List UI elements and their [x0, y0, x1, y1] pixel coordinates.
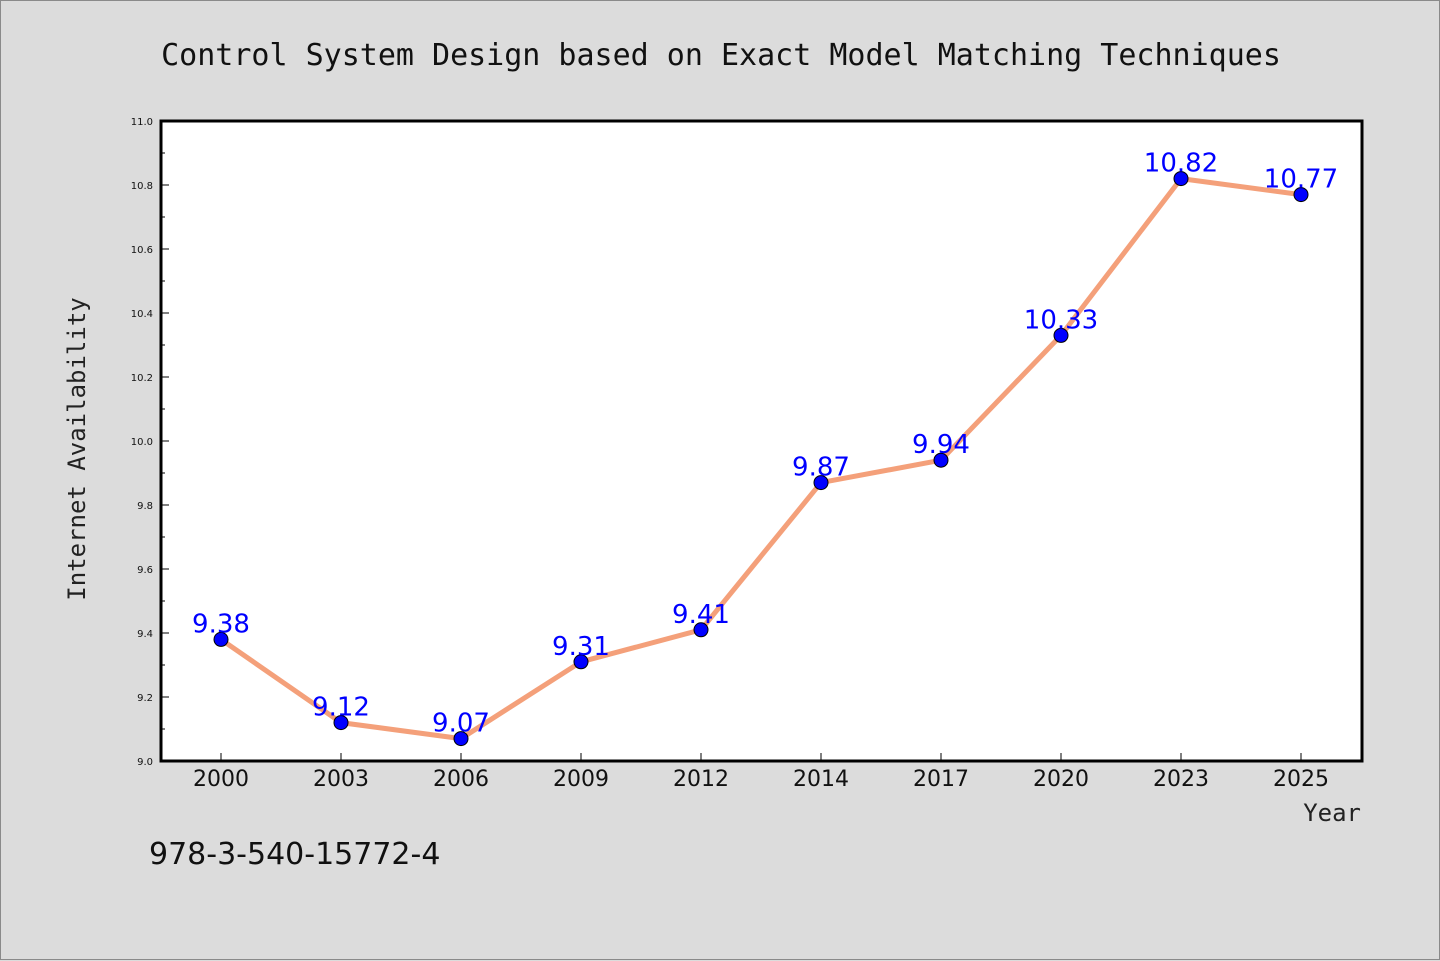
data-label: 9.87 — [792, 453, 850, 483]
data-label: 10.82 — [1144, 149, 1218, 179]
data-label: 9.31 — [552, 632, 610, 662]
data-point — [1293, 187, 1309, 203]
data-point — [573, 654, 589, 670]
y-axis: 9.0 9.2 9.4 9.6 9.8 10.0 10.2 10.4 10.6 10.8 11.0 — [131, 117, 169, 768]
y-tick-label: 9.2 — [137, 693, 153, 704]
data-label: 10.33 — [1024, 305, 1098, 335]
data-point — [453, 731, 469, 747]
data-label: 9.07 — [432, 709, 490, 739]
x-tick-label: 2009 — [553, 767, 609, 792]
series-line — [219, 176, 1302, 742]
y-tick-label: 9.4 — [137, 629, 153, 640]
y-tick-label: 10.2 — [131, 373, 153, 384]
data-label: 9.38 — [192, 609, 250, 639]
data-point — [693, 622, 709, 638]
data-label: 9.12 — [312, 693, 370, 723]
y-tick-label: 10.0 — [131, 437, 153, 448]
data-point — [813, 475, 829, 491]
x-tick-label: 2023 — [1153, 767, 1209, 792]
y-tick-label: 10.8 — [131, 181, 153, 192]
data-point — [1173, 171, 1189, 187]
y-tick-label: 10.6 — [131, 245, 153, 256]
y-tick-label: 9.8 — [137, 501, 153, 512]
x-tick-label: 2006 — [433, 767, 489, 792]
y-tick-label: 10.4 — [131, 309, 153, 320]
data-point — [213, 631, 229, 647]
y-axis-label: Internet Availability — [63, 297, 91, 600]
x-axis-label: Year — [1303, 799, 1361, 827]
x-axis: 2000 2003 2006 2009 2012 2014 2017 2020 2023 2025 — [193, 753, 1329, 792]
isbn-text: 978-3-540-15772-4 — [149, 837, 440, 872]
data-label: 10.77 — [1264, 165, 1338, 195]
x-tick-label: 2014 — [793, 767, 849, 792]
chart-title: Control System Design based on Exact Mod… — [161, 38, 1281, 73]
x-tick-label: 2020 — [1033, 767, 1089, 792]
x-tick-label: 2017 — [913, 767, 969, 792]
data-label: 9.41 — [672, 600, 730, 630]
y-tick-label: 11.0 — [131, 117, 153, 128]
data-point — [933, 452, 949, 468]
data-label: 9.94 — [912, 430, 970, 460]
data-point — [333, 715, 349, 731]
series-markers — [213, 171, 1309, 747]
x-tick-label: 2000 — [193, 767, 249, 792]
y-tick-label: 9.6 — [137, 565, 153, 576]
data-labels: 9.38 9.12 9.07 9.31 9.41 9.87 9.94 10.33 10.82 10… — [192, 149, 1338, 739]
data-point — [1053, 327, 1069, 343]
y-tick-label: 9.0 — [137, 757, 153, 768]
x-tick-label: 2025 — [1273, 767, 1329, 792]
x-tick-label: 2003 — [313, 767, 369, 792]
x-tick-label: 2012 — [673, 767, 729, 792]
plot-area — [159, 119, 1364, 763]
